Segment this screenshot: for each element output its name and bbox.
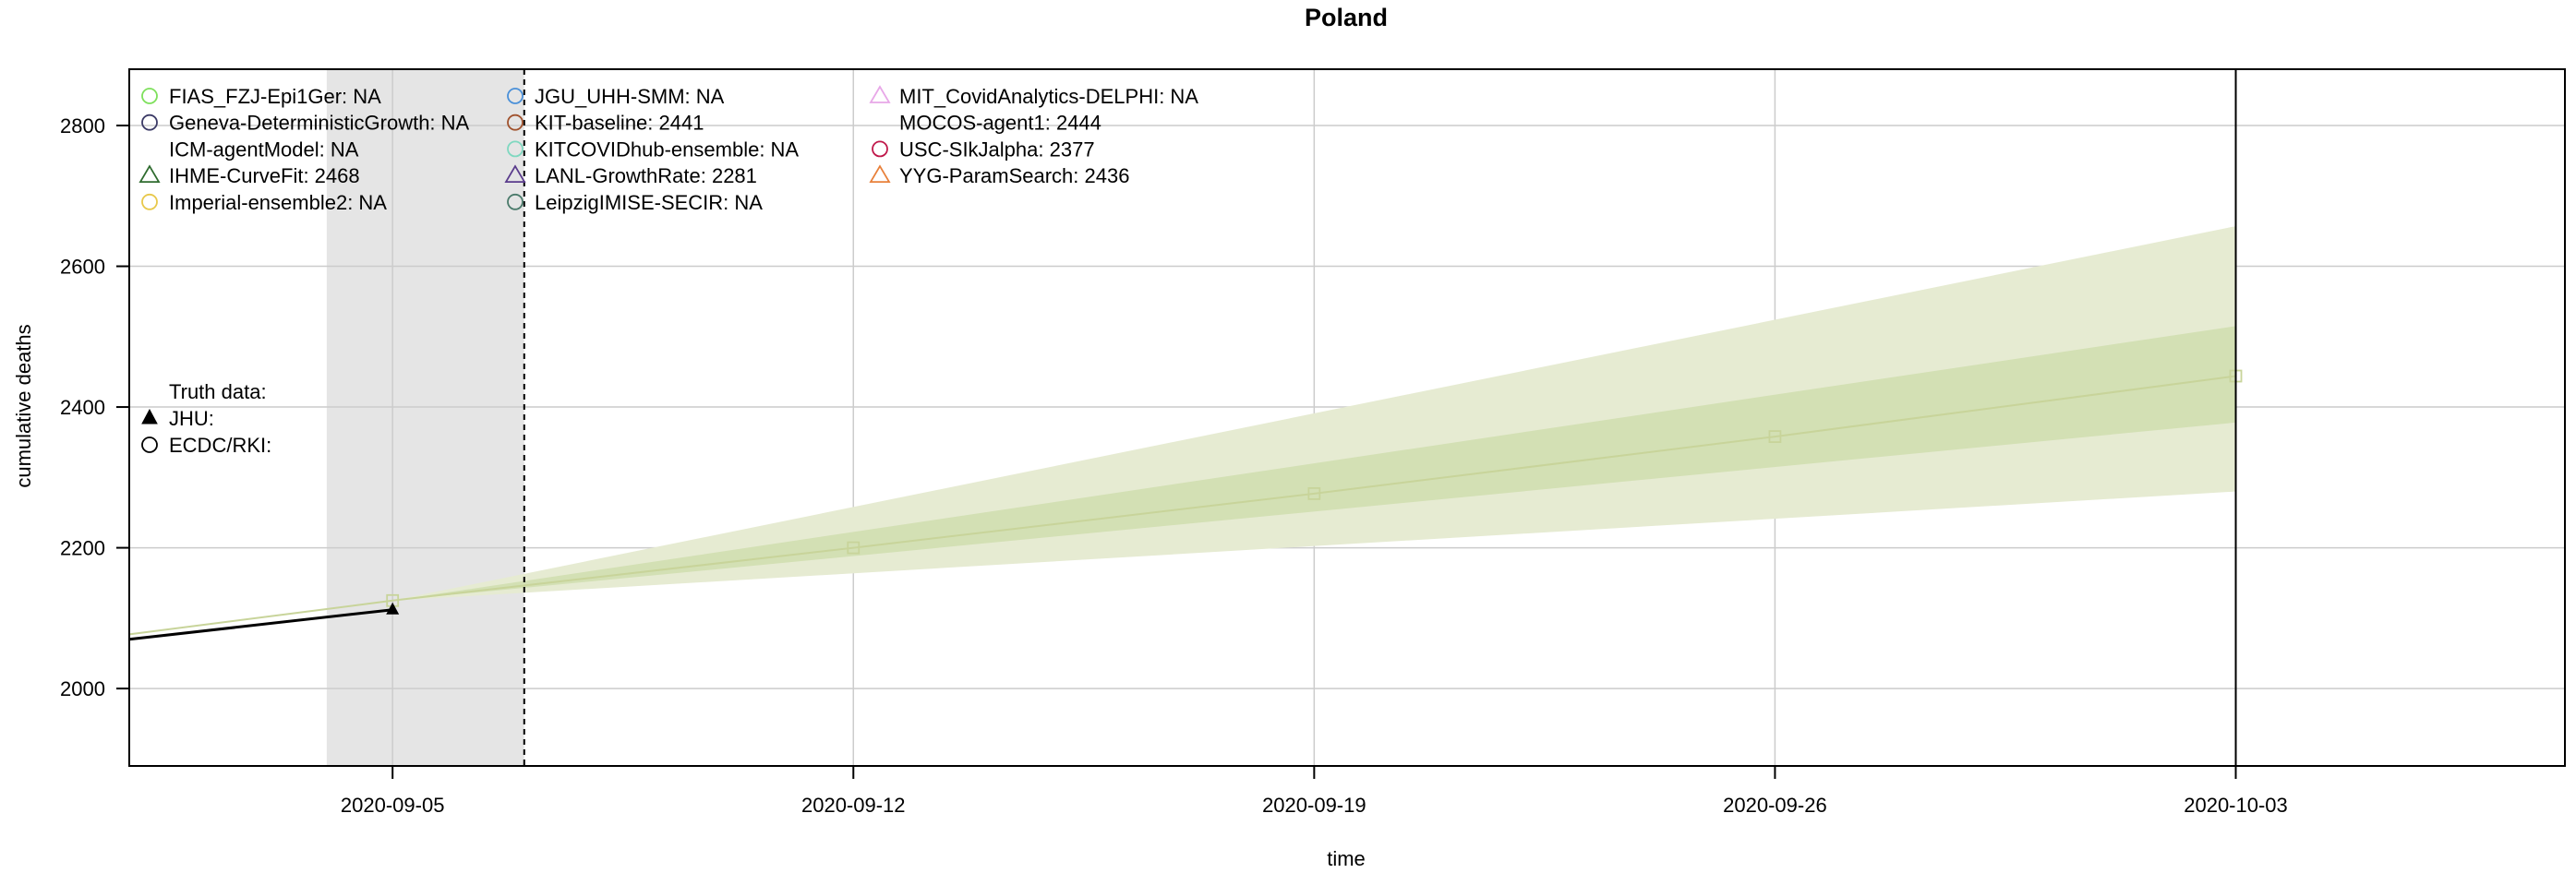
- legend-marker-1-4: [507, 193, 524, 210]
- truth-legend-title: Truth data:: [169, 380, 267, 403]
- legend: FIAS_FZJ-Epi1Ger: NA Geneva-Deterministic…: [138, 85, 1198, 457]
- forecast-point-2: [847, 541, 861, 555]
- legend-label-1-4: LeipzigIMISE-SECIR: NA: [535, 191, 763, 214]
- y-tick-label-2: 2400: [60, 396, 105, 419]
- legend-label-2-0: MIT_CovidAnalytics-DELPHI: NA: [899, 85, 1198, 108]
- legend-label-1-2: KITCOVIDhub-ensemble: NA: [535, 138, 799, 161]
- y-tick-label-3: 2600: [60, 256, 105, 279]
- forecast-band-inner: [392, 326, 2236, 601]
- legend-marker-1-1: [507, 114, 524, 131]
- y-tick-label-4: 2800: [60, 114, 105, 138]
- truth-legend-label-0: JHU:: [169, 407, 214, 430]
- truth-legend-marker-1: [141, 437, 158, 453]
- forecast-line: [128, 375, 2236, 636]
- y-tick-label-0: 2000: [60, 677, 105, 700]
- legend-label-0-3: IHME-CurveFit: 2468: [169, 164, 360, 187]
- legend-label-1-3: LANL-GrowthRate: 2281: [535, 164, 757, 187]
- legend-marker-1-0: [507, 88, 524, 104]
- shaded-period-rect: [326, 69, 524, 766]
- forecast-bands: [392, 226, 2236, 601]
- x-tick-label-2: 2020-09-19: [1262, 794, 1366, 817]
- legend-label-0-1: Geneva-DeterministicGrowth: NA: [169, 112, 470, 135]
- legend-label-0-0: FIAS_FZJ-Epi1Ger: NA: [169, 85, 381, 108]
- legend-label-0-4: Imperial-ensemble2: NA: [169, 191, 387, 214]
- forecast-point-4: [1768, 430, 1782, 443]
- x-axis-label: time: [1327, 847, 1366, 870]
- legend-label-0-2: ICM-agentModel: NA: [169, 138, 359, 161]
- legend-marker-0-0: [141, 88, 158, 104]
- legend-label-2-2: USC-SIkJalpha: 2377: [899, 138, 1095, 161]
- x-tick-label-4: 2020-10-03: [2184, 794, 2288, 817]
- forecast-band-outer: [392, 226, 2236, 601]
- data-lines: [128, 375, 2236, 641]
- truth-line: [128, 608, 393, 641]
- legend-label-1-1: KIT-baseline: 2441: [535, 112, 704, 135]
- legend-marker-0-4: [141, 193, 158, 210]
- legend-marker-1-2: [507, 140, 524, 158]
- forecast-point-3: [1307, 486, 1321, 500]
- x-tick-label-0: 2020-09-05: [341, 794, 445, 817]
- reference-lines: [523, 69, 2237, 766]
- legend-marker-2-0: [869, 85, 891, 103]
- truth-point: [386, 602, 400, 615]
- x-tick-label-1: 2020-09-12: [801, 794, 906, 817]
- legend-marker-1-3: [504, 164, 526, 184]
- y-tick-label-1: 2200: [60, 537, 105, 560]
- x-tick-label-3: 2020-09-26: [1723, 794, 1827, 817]
- legend-marker-2-3: [869, 164, 891, 184]
- forecast-shaded-period: [326, 69, 524, 766]
- axes: 2020-09-05 2020-09-12 2020-09-19 2020-09-26…: [60, 68, 2566, 817]
- legend-marker-2-2: [872, 140, 888, 158]
- chart-title: Poland: [1305, 4, 1388, 31]
- plot-frame: [128, 68, 2566, 767]
- truth-legend-marker-0: [141, 408, 158, 425]
- y-axis-label: cumulative deaths: [12, 324, 35, 487]
- legend-label-2-1: MOCOS-agent1: 2444: [899, 112, 1101, 135]
- legend-label-1-0: JGU_UHH-SMM: NA: [535, 85, 725, 108]
- legend-marker-0-1: [141, 114, 158, 131]
- legend-label-2-3: YYG-ParamSearch: 2436: [899, 164, 1129, 187]
- truth-legend-label-1: ECDC/RKI:: [169, 434, 271, 457]
- legend-marker-0-3: [138, 164, 161, 184]
